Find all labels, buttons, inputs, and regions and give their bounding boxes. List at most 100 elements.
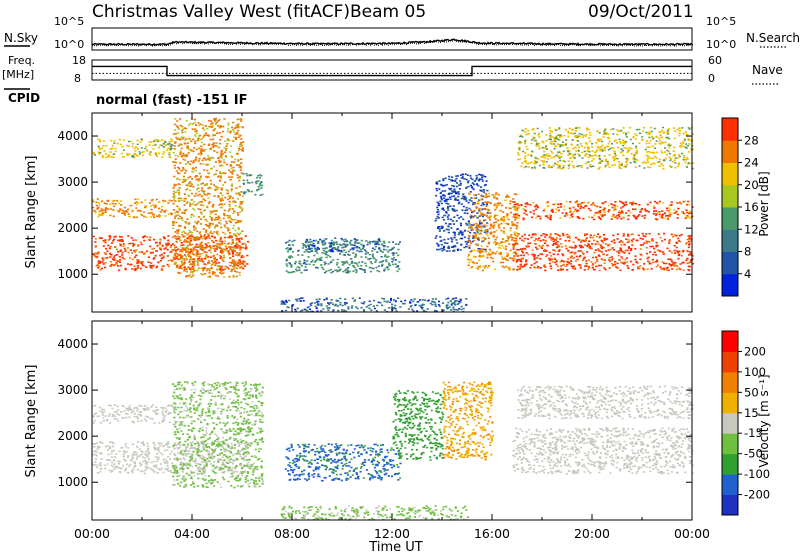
colorbar-tick-label: 100 [744, 365, 766, 379]
power-region-0-detail [93, 235, 247, 271]
freq-frame [91, 59, 693, 81]
velocity-colorbar: -200 -100 -50 -15 15 50 100 200 [721, 330, 770, 516]
x-tick-label: 16:00 [474, 526, 510, 541]
x-axis: 00:00 04:00 08:00 12:00 16:00 20:00 00:00 [74, 526, 710, 541]
colorbar-swatch [722, 351, 738, 373]
colorbar-swatch [722, 371, 738, 393]
power-region-11 [512, 200, 694, 221]
colorbar-swatch [722, 229, 738, 252]
velocity-colorbar-label: Velocity [m s⁻¹] [757, 374, 771, 467]
velocity-region-6-detail [442, 381, 494, 461]
freq-tick-high: 18 [72, 54, 86, 67]
colorbar-tick-label: -100 [744, 467, 770, 481]
date-label: 09/Oct/2011 [588, 2, 694, 22]
velocity-region-4-detail [283, 505, 468, 521]
nave-tick-low: 0 [708, 72, 715, 85]
colorbar-tick-label: 8 [744, 245, 751, 259]
freq-tick-low: 8 [74, 72, 81, 85]
colorbar-swatch [722, 412, 738, 434]
colorbar-tick-label: 24 [744, 156, 759, 170]
colorbar-tick-label: 20 [744, 178, 759, 192]
x-tick-label: 20:00 [574, 526, 610, 541]
power-region-10 [512, 232, 695, 272]
velocity-region-8-detail [517, 385, 693, 420]
frequency-panel [91, 59, 693, 81]
nave-tick-high: 60 [708, 54, 722, 67]
velocity-region-3 [284, 443, 402, 482]
power-region-0 [92, 235, 250, 272]
velocity-region-8 [517, 385, 694, 420]
x-tick-label: 00:00 [674, 526, 710, 541]
velocity-region-6 [442, 381, 495, 461]
nave-label: Nave [752, 63, 783, 77]
x-tick-label: 12:00 [374, 526, 410, 541]
power-region-9-detail [467, 192, 519, 271]
station-title: Christmas Valley West (fitACF) [92, 2, 350, 22]
nsky-label: N.Sky [4, 31, 38, 45]
freq-label: Freq. [8, 54, 35, 67]
colorbar-swatch [722, 118, 738, 141]
colorbar-tick-label: 15 [744, 406, 759, 420]
colorbar-swatch [722, 392, 738, 414]
velocity-region-4 [280, 505, 470, 521]
cpid-value: normal (fast) -151 IF [96, 93, 247, 108]
x-tick-label: 08:00 [274, 526, 310, 541]
velocity-region-5 [392, 390, 445, 461]
y-tick-label: 1000 [57, 475, 88, 489]
colorbar-swatch [722, 273, 738, 297]
power-region-7-detail [281, 297, 468, 313]
colorbar-swatch [722, 331, 738, 352]
freq-unit-label: [MHz] [2, 68, 34, 81]
power-region-3 [172, 117, 245, 278]
colorbar-swatch [722, 251, 738, 275]
colorbar-swatch [722, 453, 738, 475]
y-tick-label: 4000 [57, 337, 88, 351]
nsearch-label: N.Search [746, 31, 800, 45]
velocity-region-2-detail [172, 381, 264, 489]
power-region-6 [304, 237, 381, 253]
power-region-4-detail [243, 174, 263, 196]
colorbar-swatch [722, 184, 738, 208]
power-y-axis-label: Slant Range [km] [24, 156, 39, 269]
colorbar-tick-label: 4 [744, 267, 751, 281]
velocity-y-axis-label: Slant Range [km] [24, 365, 39, 478]
nsearch-line [92, 39, 693, 47]
nsky-line [91, 38, 693, 47]
power-region-9 [467, 192, 519, 272]
power-colorbar-label: Power [dB] [757, 171, 771, 236]
power-region-5 [285, 239, 401, 274]
power-region-11-detail [513, 200, 692, 220]
noise-panel [91, 27, 693, 51]
colorbar-tick-label: 12 [744, 222, 759, 236]
power-region-10-detail [512, 233, 693, 272]
colorbar-swatch [722, 207, 738, 230]
colorbar-tick-label: 50 [744, 385, 759, 399]
power-region-3-detail [172, 118, 244, 278]
power-region-2 [92, 138, 174, 159]
velocity-region-0-detail [96, 441, 247, 475]
power-panel: 1000 2000 3000 4000 [57, 112, 695, 313]
power-region-8-detail [434, 173, 489, 252]
colorbar-tick-label: 16 [744, 200, 759, 214]
colorbar-tick-label: -200 [744, 488, 770, 502]
velocity-region-5-detail [392, 391, 444, 460]
x-tick-label: 00:00 [74, 526, 110, 541]
colorbar-tick-label: -50 [744, 447, 763, 461]
power-region-8 [434, 173, 489, 253]
y-tick-label: 2000 [57, 429, 88, 443]
power-region-5-detail [285, 239, 401, 274]
colorbar-tick-label: -15 [744, 426, 763, 440]
colorbar-tick-label: 28 [744, 133, 759, 147]
velocity-region-1-detail [92, 404, 169, 424]
power-colorbar: 4 8 12 16 20 24 28 [721, 117, 759, 297]
freq-line [92, 65, 692, 77]
power-region-7 [280, 297, 468, 313]
noise-right-tick-high: 10^5 [706, 15, 736, 28]
noise-left-tick-low: 10^0 [54, 38, 84, 51]
y-tick-label: 1000 [57, 267, 88, 281]
x-axis-label: Time UT [368, 540, 422, 554]
colorbar-swatch [722, 494, 738, 516]
noise-frame [91, 27, 693, 51]
colorbar-swatch [722, 433, 738, 455]
